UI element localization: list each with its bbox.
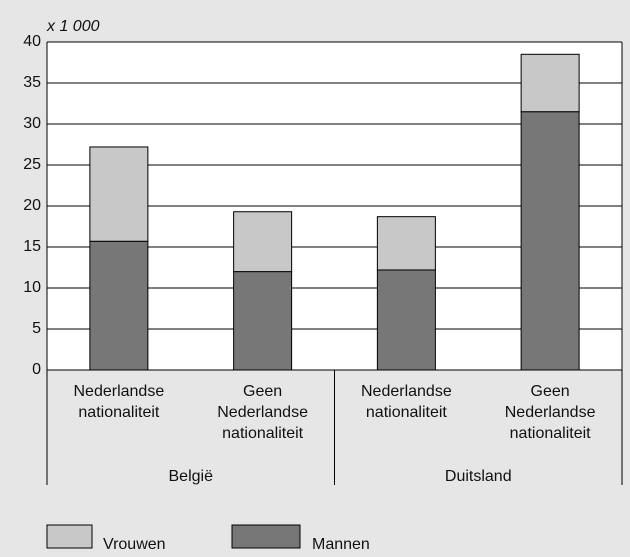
legend-label: Mannen [312,536,370,553]
y-tick-label: 5 [32,320,41,337]
legend-swatch [231,524,301,549]
x-tick-label: Geen Nederlandse nationaliteit [217,383,308,442]
x-tick-label: Nederlandse nationaliteit [74,383,165,421]
bar-segment [376,269,436,371]
bar-segment [376,216,436,271]
bar-segment [520,111,580,371]
legend-swatch [46,524,93,549]
y-tick-label: 15 [23,238,41,255]
bar-segment [89,146,149,242]
y-tick-label: 0 [32,361,41,378]
x-tick-label: Nederlandse nationaliteit [361,383,452,421]
bar-segment [520,53,580,113]
group-label: België [169,468,214,485]
y-tick-label: 30 [23,115,41,132]
group-label: Duitsland [445,468,512,485]
legend-label: Vrouwen [103,536,166,553]
x-tick-label: Geen Nederlandse nationaliteit [505,383,596,442]
y-tick-label: 25 [23,156,41,173]
unit-label: x 1 000 [46,18,100,35]
y-tick-label: 20 [23,197,41,214]
bar-segment [233,271,293,371]
y-tick-label: 40 [23,33,41,50]
bar-segment [89,240,149,371]
y-tick-label: 35 [23,74,41,91]
y-tick-label: 10 [23,279,41,296]
bar-segment [233,211,293,273]
